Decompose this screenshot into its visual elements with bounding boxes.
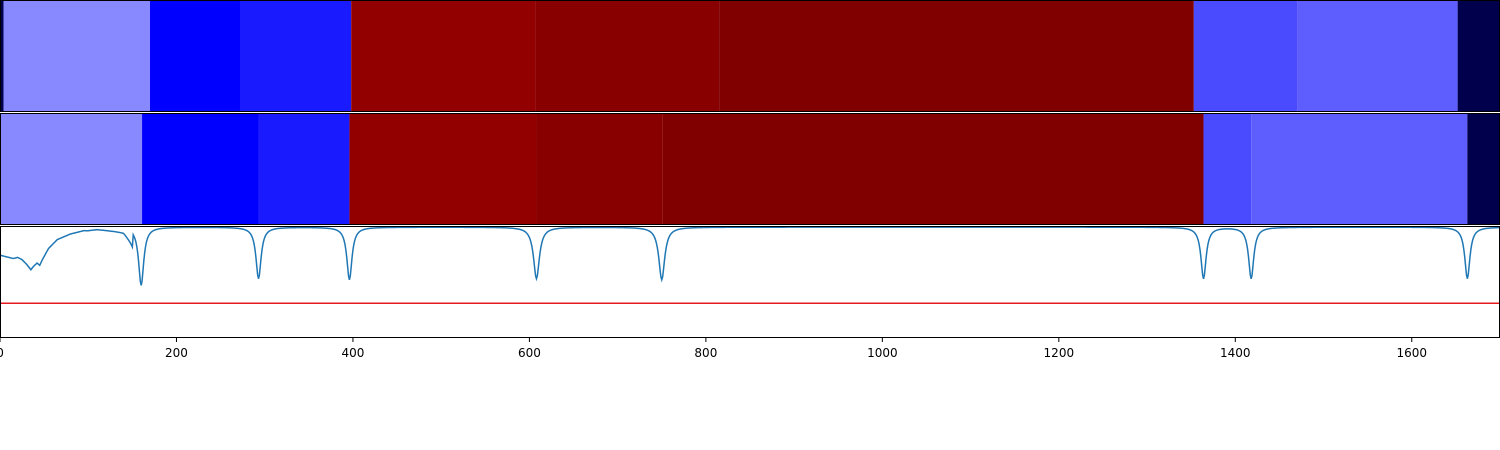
heatmap-cell-1-3	[349, 113, 537, 225]
heatmap-track-middle	[0, 113, 1500, 225]
x-tick-label: 800	[694, 346, 717, 360]
heatmap-track-top	[0, 0, 1500, 112]
heatmap-cell-0-6	[719, 0, 1194, 112]
x-tick-label: 1000	[867, 346, 898, 360]
heatmap-cell-1-8	[1467, 113, 1500, 225]
heatmap-cell-1-2	[258, 113, 350, 225]
x-tick-label: 200	[165, 346, 188, 360]
heatmap-cell-0-2	[150, 0, 241, 112]
heatmap-cell-0-5	[535, 0, 720, 112]
x-tick-label: 1200	[1044, 346, 1075, 360]
heatmap-cell-1-0	[0, 113, 143, 225]
heatmap-cell-0-4	[351, 0, 536, 112]
heatmap-cell-0-1	[3, 0, 150, 112]
heatmap-cell-1-4	[536, 113, 663, 225]
x-tick-label: 0	[0, 346, 4, 360]
heatmap-cell-1-6	[1203, 113, 1252, 225]
heatmap-cell-0-8	[1297, 0, 1458, 112]
x-tick-label: 400	[341, 346, 364, 360]
x-axis: 0 200 400 600 800 1000 1200 1400 1600	[0, 338, 1427, 360]
heatmap-cell-1-5	[662, 113, 1204, 225]
x-tick-label: 1400	[1220, 346, 1251, 360]
heatmap-cell-0-3	[240, 0, 352, 112]
x-tick-label: 1600	[1396, 346, 1427, 360]
signal-line	[0, 226, 1500, 286]
heatmap-cell-0-0	[0, 0, 4, 112]
heatmap-cell-0-9	[1457, 0, 1500, 112]
line-track-bottom	[0, 226, 1500, 305]
track-frame-2	[0, 226, 1500, 338]
x-tick-label: 600	[518, 346, 541, 360]
heatmap-cell-1-7	[1251, 113, 1468, 225]
heatmap-cell-1-1	[142, 113, 259, 225]
heatmap-cell-0-7	[1193, 0, 1298, 112]
